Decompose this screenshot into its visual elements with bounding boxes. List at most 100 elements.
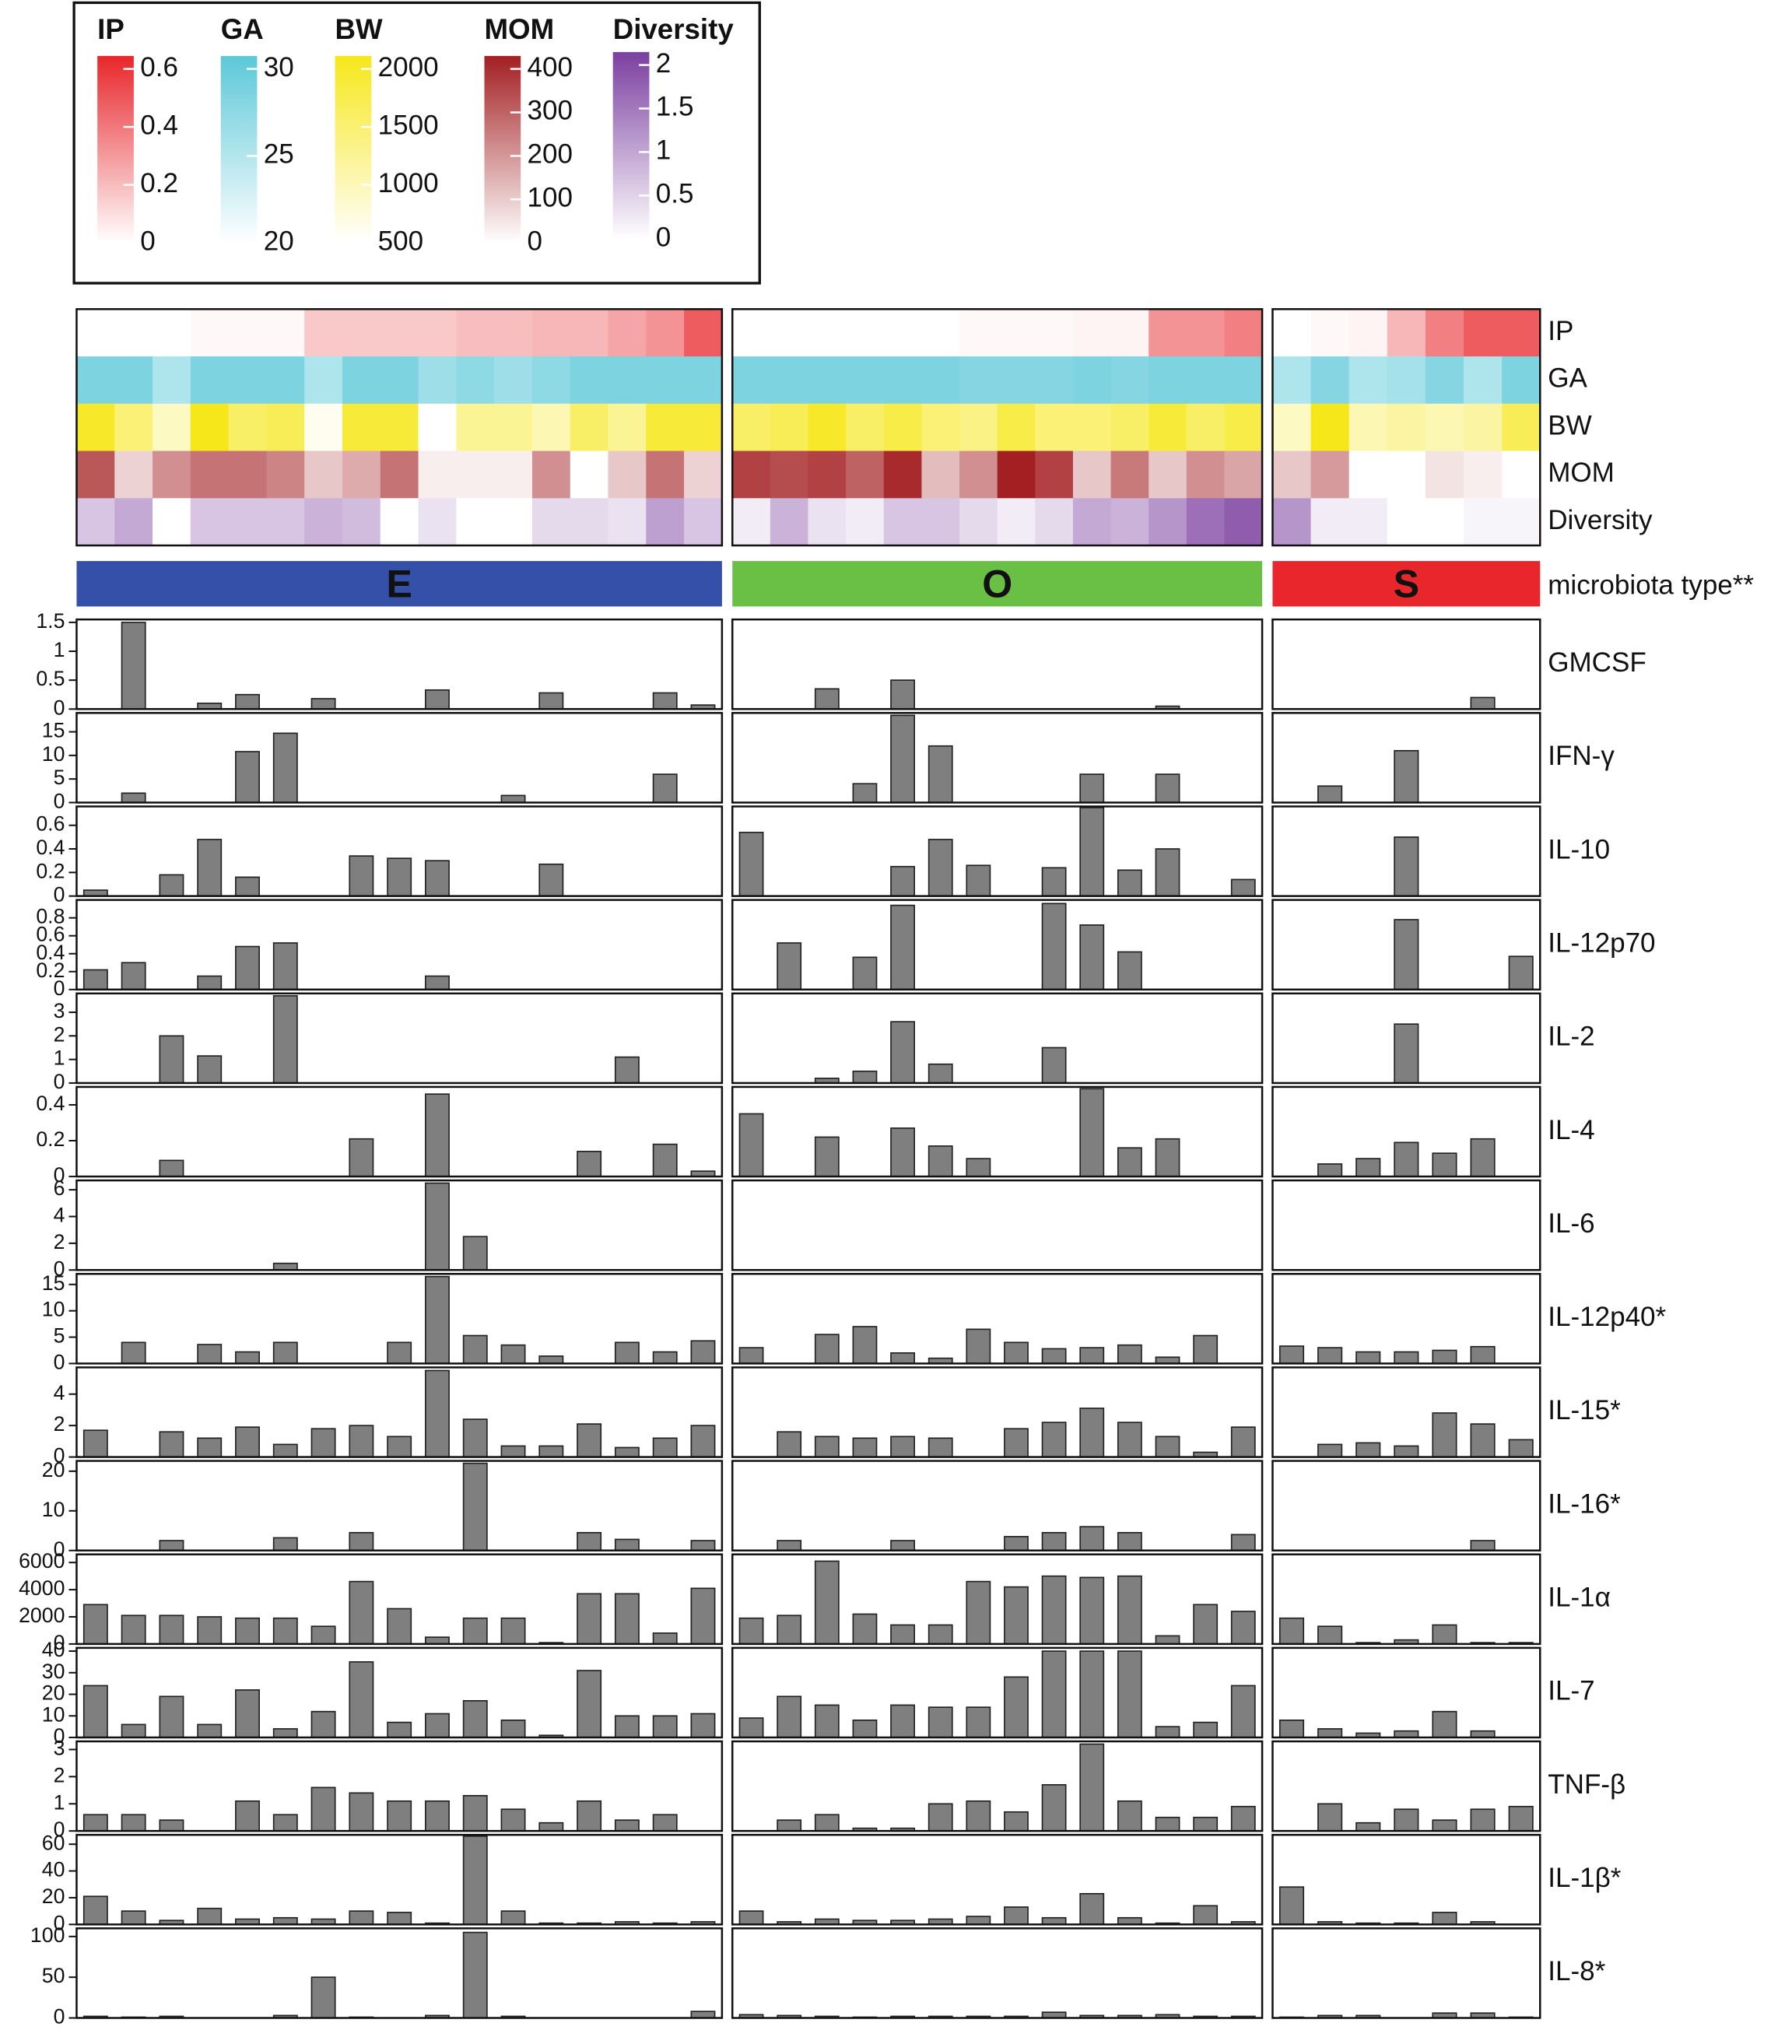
- heatmap-cell: [342, 356, 381, 405]
- heatmap-cell: [959, 356, 998, 405]
- heatmap-cell: [494, 309, 533, 357]
- heatmap-cell: [1425, 498, 1464, 546]
- y-tick-label: 60: [42, 1831, 65, 1854]
- heatmap-cell: [342, 403, 381, 452]
- bar: [1432, 1710, 1457, 1738]
- heatmap-cell: [494, 356, 533, 405]
- heatmap-cell: [570, 309, 609, 357]
- panel-frame: [1271, 1927, 1541, 2019]
- heatmap-cell: [770, 356, 808, 405]
- panel-frame: [75, 1927, 724, 2019]
- heatmap-cell: [1186, 451, 1225, 499]
- bar: [159, 1035, 184, 1084]
- y-tick-label: 0.2: [36, 959, 65, 982]
- bar: [349, 1661, 374, 1738]
- y-tick-label: 0: [54, 1350, 65, 1373]
- bar: [235, 1617, 260, 1645]
- heatmap-cell: [883, 498, 922, 546]
- heatmap-cell: [456, 498, 495, 546]
- heatmap-cell: [1110, 451, 1149, 499]
- bar: [1394, 1141, 1419, 1177]
- heatmap-cell: [883, 309, 922, 357]
- legend-tick-label: 0.6: [140, 52, 178, 82]
- y-tick-label: 20: [42, 1884, 65, 1908]
- heatmap-cell: [1035, 498, 1074, 546]
- heatmap-cell: [114, 403, 153, 452]
- y-tick-label: 15: [42, 1271, 65, 1295]
- bar: [1355, 1442, 1381, 1458]
- bar: [1278, 1886, 1305, 1926]
- heatmap-cell: [1502, 451, 1541, 499]
- bar: [1394, 836, 1419, 897]
- heatmap-cell: [304, 498, 343, 546]
- y-tick-label: 0: [54, 883, 65, 906]
- panel-frame: [75, 1273, 724, 1365]
- bar: [1004, 1676, 1029, 1738]
- heatmap-cell: [1224, 451, 1263, 499]
- heatmap-cell: [1072, 451, 1112, 499]
- heatmap-cell: [646, 403, 685, 452]
- panel-frame: [1271, 1553, 1541, 1646]
- bar: [1432, 1624, 1457, 1645]
- bar: [82, 1895, 108, 1926]
- bar: [272, 1814, 298, 1832]
- panel-frame: [731, 1927, 1264, 2019]
- bar: [738, 1113, 764, 1177]
- bar: [1317, 1625, 1343, 1645]
- bar: [538, 1355, 564, 1365]
- bar: [1079, 1576, 1105, 1645]
- heatmap-cell: [1310, 403, 1350, 452]
- panel-frame: [1271, 1460, 1541, 1551]
- heatmap-cell: [770, 403, 808, 452]
- bar: [424, 1800, 450, 1832]
- bar: [121, 1615, 146, 1645]
- bar: [966, 1158, 991, 1177]
- heatmap-cell: [76, 356, 115, 405]
- bar: [966, 1328, 991, 1365]
- heatmap-cell: [380, 309, 419, 357]
- bar: [159, 874, 184, 897]
- bar: [1004, 1906, 1029, 1926]
- y-tick-label: 4000: [19, 1576, 65, 1600]
- bar: [652, 1814, 678, 1832]
- panel-frame: [75, 1179, 724, 1271]
- heatmap-cell: [1387, 309, 1426, 357]
- bar: [777, 1695, 802, 1738]
- y-tick-label: 0.2: [36, 1127, 65, 1151]
- heatmap-cell: [1348, 498, 1388, 546]
- bar: [1041, 1916, 1067, 1926]
- panel-label: IL-7: [1548, 1676, 1594, 1706]
- heatmap-cell: [1464, 498, 1503, 546]
- bar: [614, 1593, 640, 1645]
- bar: [1193, 1604, 1219, 1645]
- y-tick-label: 5: [54, 766, 65, 789]
- bar: [966, 864, 991, 897]
- y-tick-label: 6000: [19, 1549, 65, 1572]
- heatmap-cell: [846, 451, 885, 499]
- bar: [121, 1814, 146, 1832]
- heatmap-cell: [153, 451, 191, 499]
- heatmap-cell: [418, 403, 457, 452]
- panel-frame: [75, 1740, 724, 1832]
- bar: [1155, 1726, 1180, 1738]
- group-label: O: [982, 563, 1012, 606]
- y-tick-label: 1: [54, 638, 65, 661]
- bar: [349, 1792, 374, 1832]
- heatmap-cell: [531, 356, 571, 405]
- bar: [1117, 951, 1142, 990]
- panel-frame: [75, 805, 724, 897]
- panel-frame: [1271, 992, 1541, 1085]
- bar: [387, 1436, 412, 1458]
- heatmap-cell: [304, 451, 343, 499]
- bar: [310, 1625, 336, 1645]
- bar: [121, 792, 146, 804]
- bar: [197, 1616, 223, 1645]
- y-tick-label: 0: [54, 1818, 65, 1841]
- y-tick-label: 0: [54, 1537, 65, 1561]
- heatmap-cell: [266, 498, 305, 546]
- bar: [272, 942, 298, 990]
- bar: [121, 1910, 146, 1926]
- panel-frame: [1271, 1833, 1541, 1926]
- bar: [387, 857, 412, 897]
- heatmap-cell: [1072, 498, 1112, 546]
